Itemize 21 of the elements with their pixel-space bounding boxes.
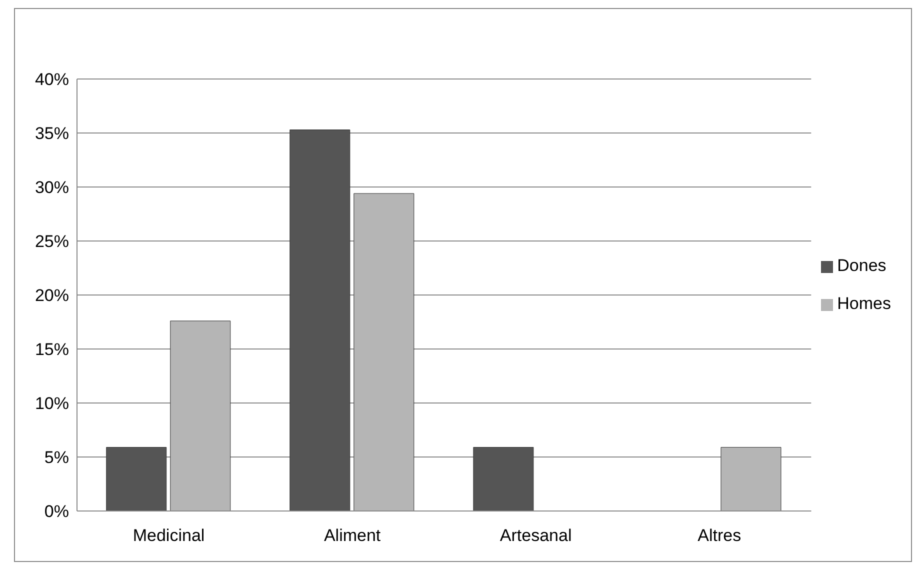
bar [106,447,167,511]
legend-label: Dones [837,256,886,275]
y-tick-label: 15% [34,340,69,360]
y-tick-label: 5% [44,448,69,468]
x-tick-label: Medicinal [132,526,205,546]
legend-label: Homes [837,294,891,313]
bar [354,193,414,511]
bar [720,447,782,511]
y-tick-label: 30% [34,178,69,198]
y-tick-label: 40% [34,70,69,90]
y-tick-label: 0% [44,502,69,522]
x-tick-label: Artesanal [500,526,572,546]
y-tick-label: 10% [34,394,69,414]
y-tick-label: 25% [34,232,69,252]
x-tick-label: Altres [698,526,742,546]
y-tick-label: 35% [34,124,69,144]
bar [473,447,534,511]
x-tick-label: Aliment [324,526,381,546]
y-tick-label: 20% [34,286,69,306]
bar [290,130,350,511]
bar [170,320,231,511]
